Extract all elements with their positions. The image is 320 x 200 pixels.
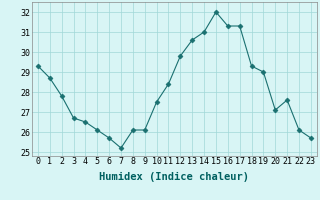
X-axis label: Humidex (Indice chaleur): Humidex (Indice chaleur)	[100, 172, 249, 182]
